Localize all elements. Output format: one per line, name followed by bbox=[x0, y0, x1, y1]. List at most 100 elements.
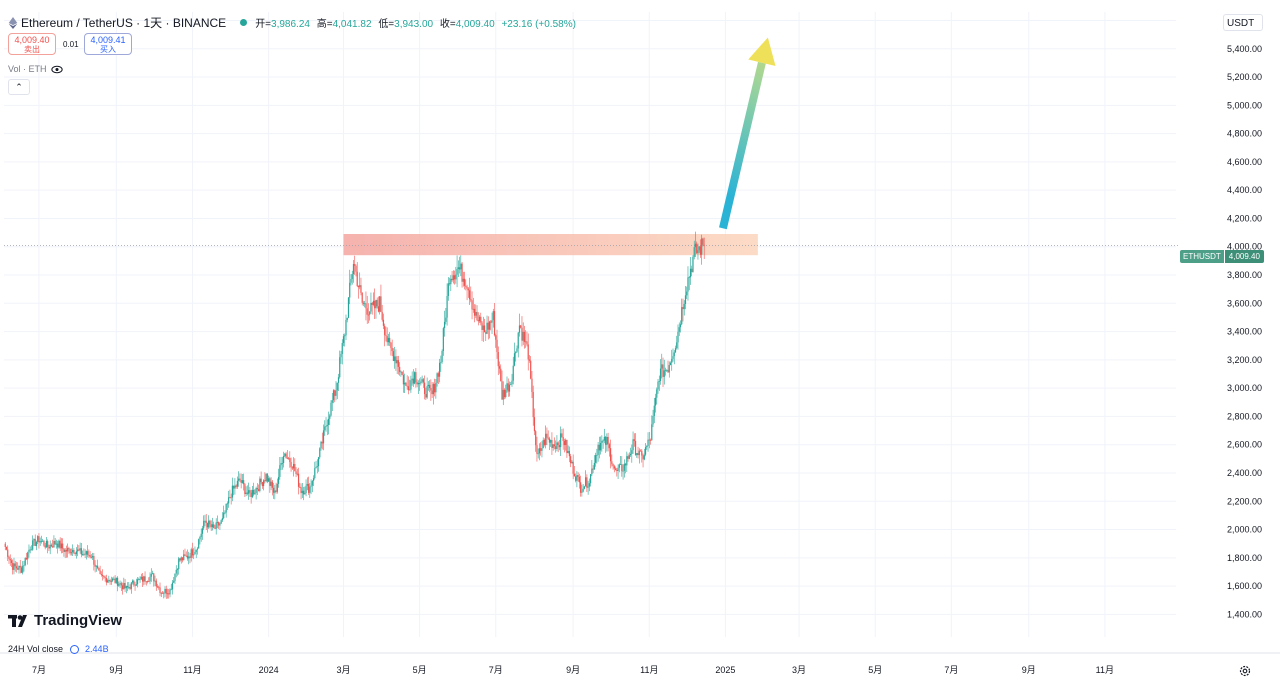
candle-body bbox=[386, 336, 388, 343]
candle-body bbox=[517, 332, 519, 349]
collapse-legend-button[interactable]: ⌃ bbox=[8, 79, 30, 95]
candle-body bbox=[667, 369, 669, 373]
candle-body bbox=[405, 382, 407, 386]
currency-selector[interactable]: USDT bbox=[1223, 14, 1263, 31]
candle-body bbox=[245, 492, 247, 495]
settings-gear-icon[interactable] bbox=[1239, 665, 1251, 677]
tradingview-logo[interactable]: TradingView bbox=[8, 612, 122, 629]
candle-body bbox=[602, 440, 604, 442]
candle-body bbox=[266, 473, 268, 482]
candle-body bbox=[230, 497, 232, 499]
candle-body bbox=[605, 436, 607, 445]
candle-body bbox=[505, 389, 507, 398]
candle-body bbox=[580, 482, 582, 493]
y-tick-label: 3,400.00 bbox=[1227, 327, 1262, 337]
candle-body bbox=[148, 581, 150, 583]
candle-body bbox=[204, 520, 206, 522]
candle-body bbox=[274, 490, 276, 493]
candle-body bbox=[228, 497, 230, 504]
candle-body bbox=[195, 549, 197, 553]
candle-body bbox=[272, 487, 275, 493]
candle-body bbox=[687, 277, 689, 292]
candle-body bbox=[139, 578, 141, 580]
low-label: 低= bbox=[378, 19, 395, 30]
candle-body bbox=[414, 372, 416, 384]
candle-body bbox=[131, 580, 134, 583]
candle-body bbox=[99, 570, 101, 575]
sell-button[interactable]: 4,009.40 卖出 bbox=[8, 33, 56, 55]
candle-body bbox=[296, 473, 298, 475]
candle-body bbox=[461, 263, 463, 282]
candle-body bbox=[476, 311, 478, 321]
candle-body bbox=[110, 580, 112, 582]
candle-body bbox=[118, 583, 120, 586]
candle-body bbox=[145, 581, 147, 583]
buy-button[interactable]: 4,009.41 买入 bbox=[84, 33, 132, 55]
symbol-title[interactable]: Ethereum / TetherUS · 1天 · BINANCE bbox=[21, 16, 227, 30]
candle-body bbox=[432, 384, 434, 395]
volume-indicator-label[interactable]: Vol · ETH bbox=[8, 64, 63, 74]
candle-body bbox=[95, 565, 97, 567]
candle-body bbox=[354, 264, 356, 266]
candle-body bbox=[448, 283, 451, 285]
candle-body bbox=[158, 586, 160, 588]
candle-body bbox=[497, 352, 499, 367]
candle-body bbox=[364, 303, 366, 305]
candle-body bbox=[515, 351, 517, 354]
candle-body bbox=[401, 371, 403, 375]
candle-body bbox=[595, 455, 597, 463]
candle-body bbox=[295, 471, 297, 474]
candle-body bbox=[191, 549, 194, 556]
candle-body bbox=[123, 583, 125, 590]
sell-price: 4,009.40 bbox=[14, 35, 50, 45]
candle-body bbox=[473, 308, 476, 316]
candle-body bbox=[391, 347, 393, 352]
candle-body bbox=[268, 478, 270, 482]
candle-body bbox=[487, 322, 489, 330]
candle-body bbox=[639, 450, 642, 452]
price-axis[interactable]: 1,400.00 1,600.00 1,800.00 2,000.00 2,200.00… bbox=[1227, 15, 1262, 619]
candle-body bbox=[357, 286, 360, 288]
candle-body bbox=[120, 583, 122, 586]
candle-body bbox=[24, 557, 26, 565]
candle-body bbox=[10, 560, 13, 564]
candle-body bbox=[279, 465, 281, 477]
candle-body bbox=[512, 365, 514, 381]
y-tick-label: 2,800.00 bbox=[1227, 411, 1262, 421]
candle-body bbox=[493, 311, 496, 336]
candle-body bbox=[389, 337, 391, 343]
candle-body bbox=[502, 389, 504, 400]
candle-body bbox=[206, 523, 209, 528]
eye-icon[interactable] bbox=[50, 65, 63, 74]
candle-body bbox=[608, 444, 610, 449]
candle-body bbox=[451, 278, 453, 281]
candle-body bbox=[80, 548, 82, 555]
time-axis[interactable]: 7月 9月 11月 2024 3月 5月 7月 9月 11月 2025 3月 5月 7月 9月 11月 bbox=[0, 652, 1280, 675]
candle-body bbox=[173, 580, 175, 583]
buy-label: 买入 bbox=[100, 45, 116, 54]
candle-body bbox=[394, 356, 396, 361]
candle-body bbox=[557, 442, 559, 446]
candle-body bbox=[14, 563, 16, 567]
candle-body bbox=[103, 575, 105, 578]
candle-body bbox=[540, 448, 542, 451]
candle-body bbox=[259, 478, 261, 491]
candle-body bbox=[321, 441, 323, 444]
candle-body bbox=[42, 540, 44, 542]
candle-body bbox=[372, 300, 375, 305]
candle-body bbox=[108, 580, 110, 581]
candle-body bbox=[468, 290, 471, 300]
candle-body bbox=[597, 444, 599, 455]
candle-body bbox=[75, 551, 77, 555]
candle-body bbox=[213, 524, 215, 528]
y-tick-label: 2,400.00 bbox=[1227, 468, 1262, 478]
candle-body bbox=[211, 524, 214, 528]
candle-body bbox=[73, 549, 75, 554]
candle-body bbox=[427, 384, 429, 387]
candle-body bbox=[263, 480, 265, 487]
candle-body bbox=[467, 288, 469, 291]
chart-header: Ethereum / TetherUS · 1天 · BINANCE 开=3,9… bbox=[8, 14, 576, 31]
candle-body bbox=[34, 539, 36, 547]
candle-body bbox=[155, 580, 157, 587]
